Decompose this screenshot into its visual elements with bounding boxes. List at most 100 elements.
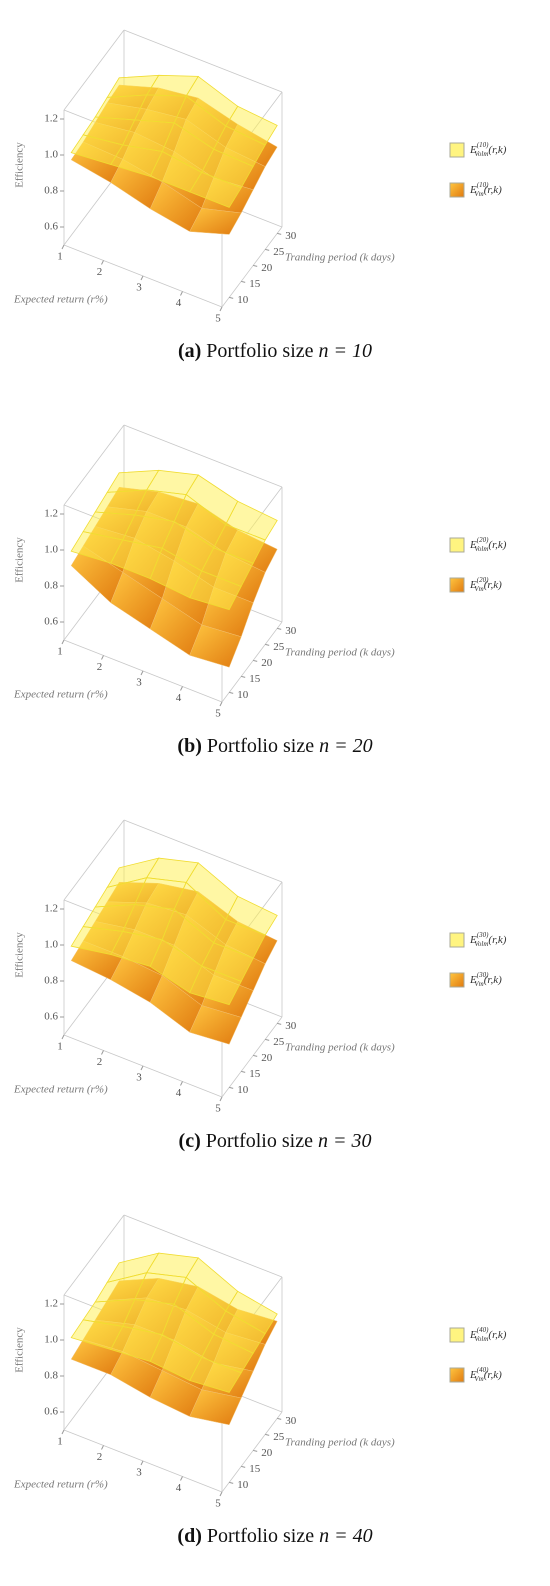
legend-part: (30) [477, 971, 489, 979]
x-tick [101, 655, 104, 660]
caption: (d) Portfolio size n = 40 [177, 1525, 372, 1547]
y-tick [241, 1070, 246, 1073]
legend-part: (40) [477, 1326, 489, 1334]
legend-part: (r,k) [484, 184, 502, 196]
box-edge [221, 1411, 283, 1493]
legend-swatch [449, 972, 465, 988]
legend-part: Vm [474, 980, 483, 988]
z-tick-label: 1.2 [44, 113, 58, 125]
z-tick-label: 1.2 [44, 508, 58, 520]
z-axis-label: Efficiency [14, 932, 26, 978]
z-tick-label: 1.0 [44, 544, 58, 556]
x-axis-label: Expected return (r%) [13, 1084, 108, 1096]
x-tick [140, 1460, 144, 1466]
box-edge [63, 424, 125, 506]
legend-part: (r,k) [484, 579, 502, 591]
x-tick-label: 3 [136, 1072, 142, 1084]
x-tick-label: 1 [57, 1041, 63, 1053]
x-tick [140, 670, 144, 676]
x-tick-label: 5 [215, 708, 221, 720]
x-tick-label: 1 [57, 646, 63, 658]
y-axis-label: Tranding period (k days) [285, 647, 395, 659]
y-tick-label: 10 [237, 689, 249, 701]
y-tick-label: 15 [249, 1068, 261, 1080]
caption-text: Portfolio size [206, 1130, 313, 1152]
x-tick [219, 701, 223, 707]
y-tick-label: 10 [237, 294, 249, 306]
legend-label: E(10) Vm(r,k) [469, 181, 502, 198]
y-tick-label: 30 [285, 625, 297, 637]
x-tick-label: 2 [97, 266, 103, 278]
x-tick [219, 1491, 223, 1497]
y-axis-label: Tranding period (k days) [285, 1437, 395, 1449]
y-tick [253, 1449, 258, 1452]
y-tick [277, 1417, 282, 1420]
legend-label: E(20) Volm(r,k) [469, 536, 507, 553]
z-tick-label: 0.8 [44, 185, 58, 197]
x-tick-label: 4 [176, 297, 182, 309]
y-tick-label: 20 [261, 657, 273, 669]
panel: E(40) Vm(r,k)E(40) Volm(r,k)12345101520253… [13, 1214, 507, 1547]
caption-math: n = 10 [319, 340, 373, 362]
legend-swatch [449, 537, 465, 553]
legend-part: E [469, 1329, 477, 1341]
x-axis-label: Expected return (r%) [13, 1479, 108, 1491]
y-tick [253, 659, 258, 662]
y-tick-label: 25 [273, 246, 285, 258]
z-tick-label: 0.6 [44, 221, 58, 233]
x-tick [180, 686, 183, 691]
caption: (a) Portfolio size n = 10 [178, 340, 372, 362]
y-tick [265, 1433, 270, 1436]
caption-label: (b) [177, 735, 201, 757]
x-tick [61, 1034, 65, 1040]
y-tick [229, 1481, 234, 1484]
caption-label: (d) [177, 1525, 201, 1547]
y-tick [265, 248, 270, 251]
legend-part: (r,k) [488, 934, 506, 946]
legend-part: E [469, 934, 477, 946]
x-tick [219, 1096, 223, 1102]
x-tick [61, 244, 65, 250]
panel: E(30) Vm(r,k)E(30) Volm(r,k)12345101520253… [13, 819, 507, 1152]
surface-patch [189, 1356, 242, 1393]
x-tick-label: 2 [97, 1451, 103, 1463]
y-tick-label: 10 [237, 1084, 249, 1096]
y-tick-label: 20 [261, 262, 273, 274]
caption-label: (c) [179, 1130, 201, 1152]
y-tick [241, 1465, 246, 1468]
caption-label: (a) [178, 340, 201, 362]
box-edge [221, 621, 283, 703]
x-tick-label: 4 [176, 1482, 182, 1494]
x-tick [61, 639, 65, 645]
y-tick-label: 20 [261, 1052, 273, 1064]
box-edge [123, 1214, 283, 1278]
x-tick-label: 1 [57, 1436, 63, 1448]
legend-part: Volm [474, 545, 488, 553]
legend-part: (r,k) [488, 144, 506, 156]
x-tick [101, 260, 104, 265]
y-tick-label: 20 [261, 1447, 273, 1459]
legend-swatch [449, 182, 465, 198]
legend-part: Volm [474, 940, 488, 948]
y-tick-label: 30 [285, 1415, 297, 1427]
y-tick-label: 15 [249, 673, 261, 685]
x-tick-label: 4 [176, 1087, 182, 1099]
box-edge [221, 226, 283, 308]
legend-label: E(20) Vm(r,k) [469, 576, 502, 593]
surface-patch [189, 1005, 242, 1045]
box-edge [123, 29, 283, 93]
y-tick-label: 15 [249, 278, 261, 290]
y-axis-label: Tranding period (k days) [285, 1042, 395, 1054]
x-tick-label: 3 [136, 282, 142, 294]
caption-math: n = 20 [319, 735, 373, 757]
y-tick [253, 264, 258, 267]
panel: E(20) Vm(r,k)E(20) Volm(r,k)12345101520253… [13, 424, 507, 757]
y-tick [229, 691, 234, 694]
caption-math: n = 30 [318, 1130, 372, 1152]
z-tick-label: 1.0 [44, 939, 58, 951]
z-tick-label: 0.8 [44, 975, 58, 987]
z-axis-label: Efficiency [14, 537, 26, 583]
legend-label: E(40) Vm(r,k) [469, 1366, 502, 1383]
x-tick-label: 1 [57, 251, 63, 263]
